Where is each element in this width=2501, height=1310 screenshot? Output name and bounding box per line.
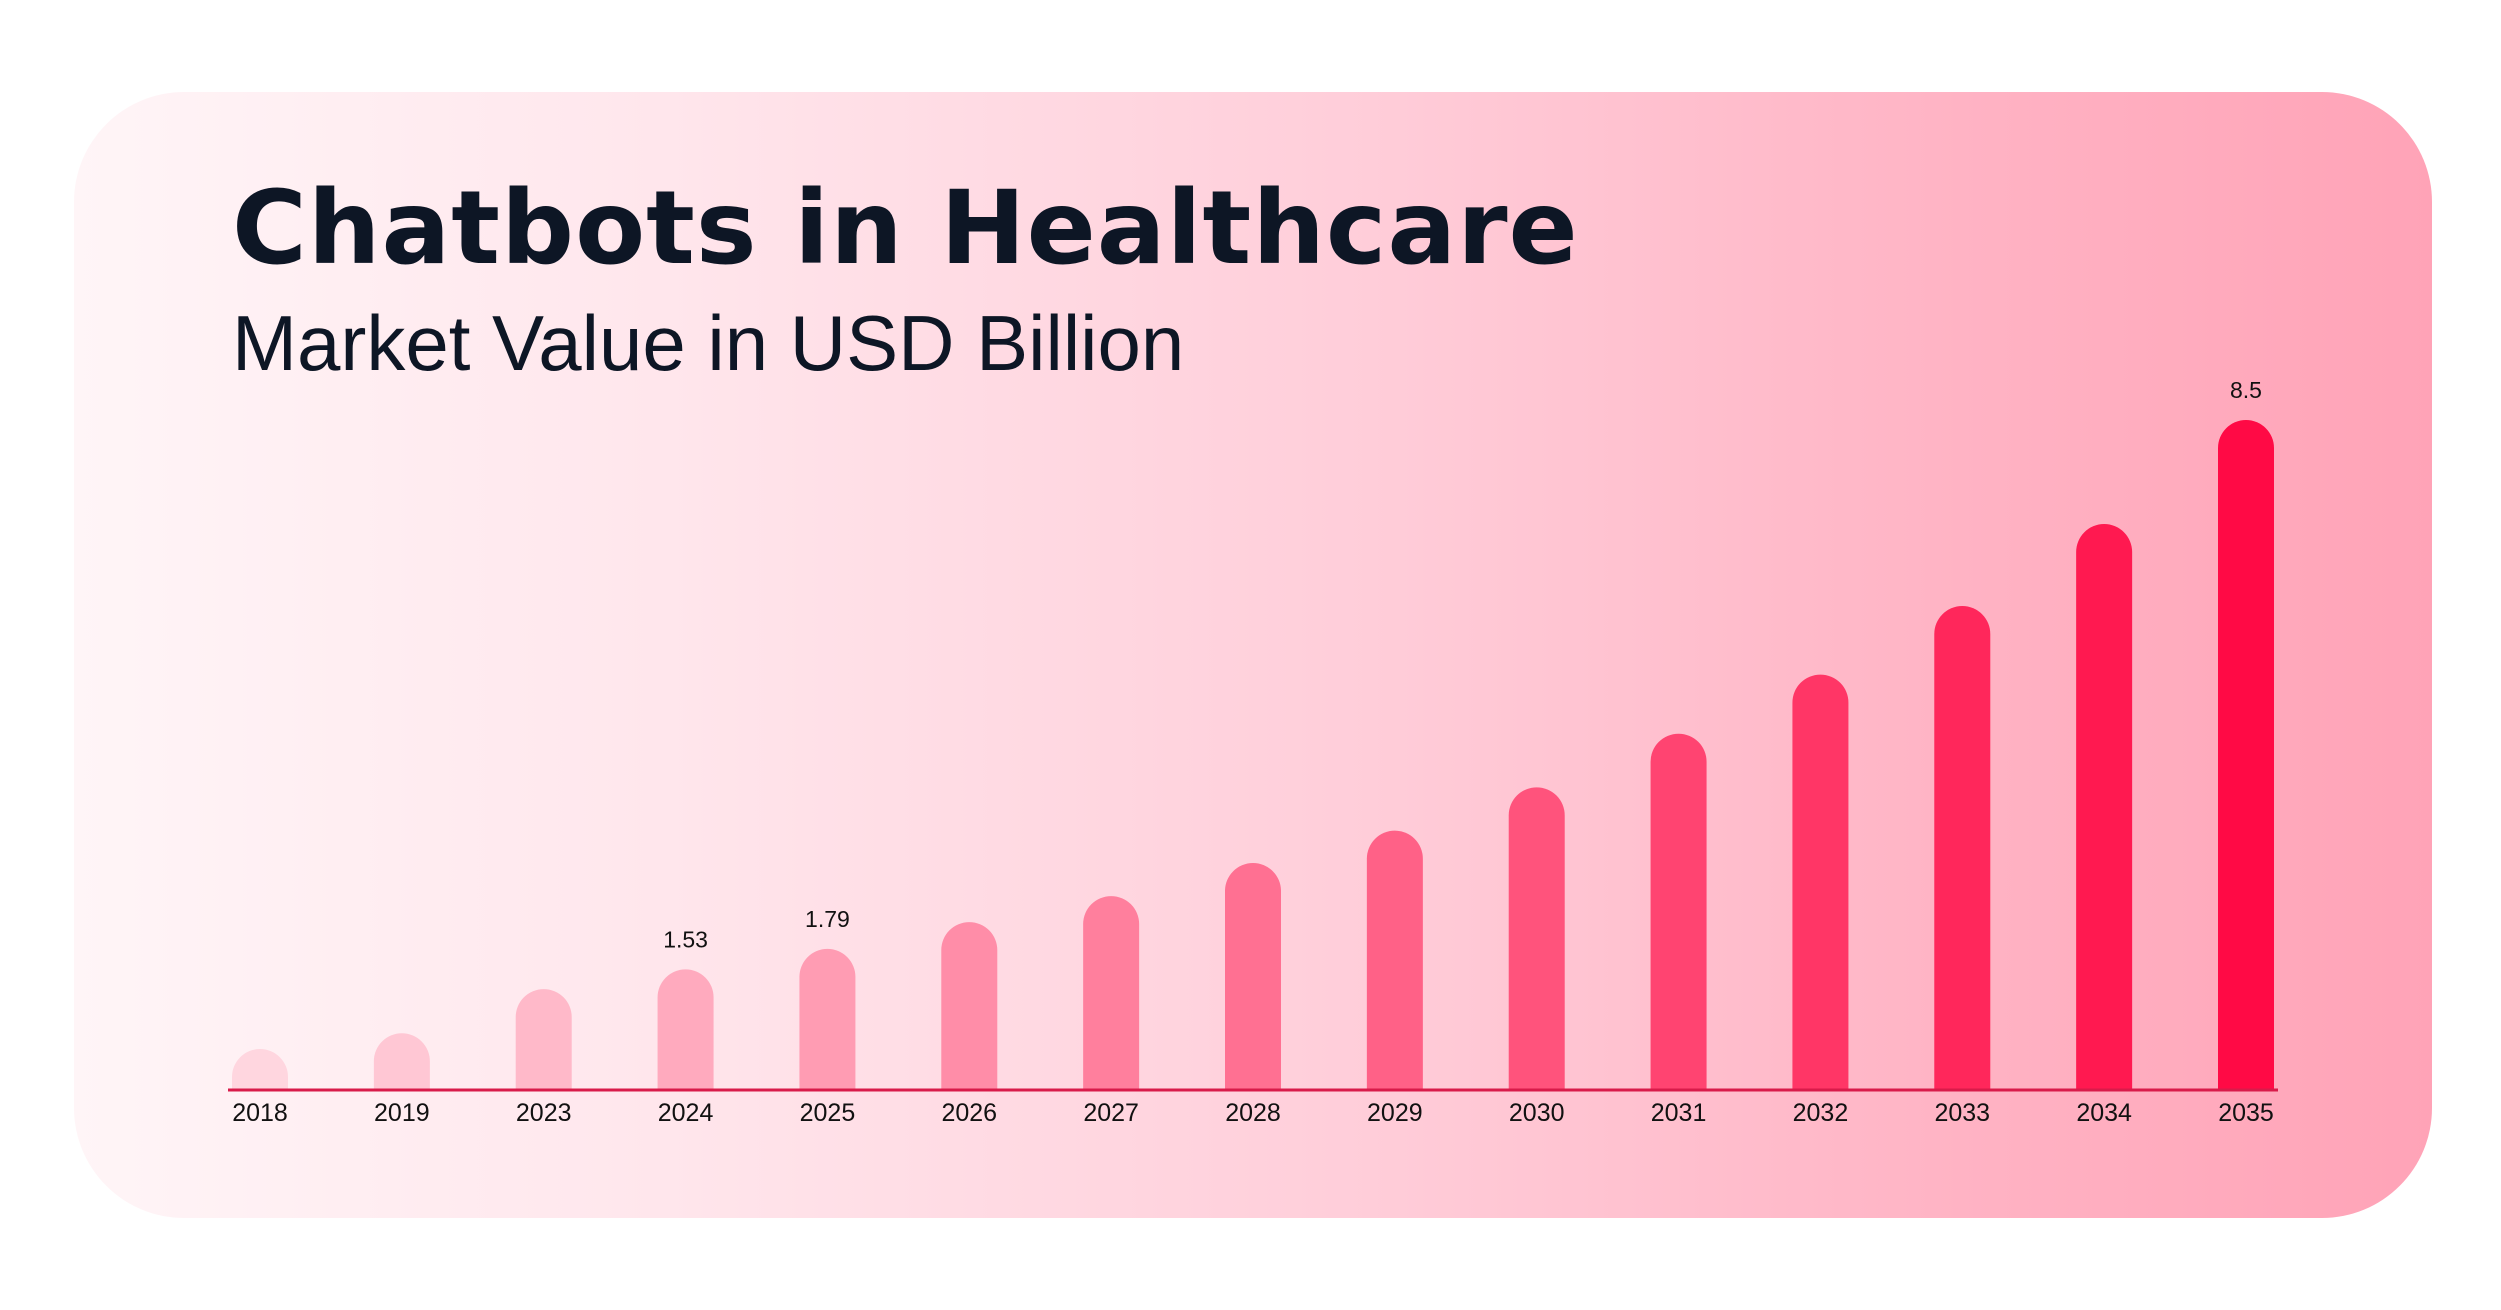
chart-title: Chatbots in Healthcare <box>232 169 1579 288</box>
bar-2027 <box>1083 896 1140 1090</box>
x-tick-label-2030: 2030 <box>1509 1099 1565 1127</box>
bar-2034 <box>2076 524 2133 1090</box>
x-tick-label-2031: 2031 <box>1651 1099 1707 1127</box>
x-tick-label-2032: 2032 <box>1793 1099 1849 1127</box>
bar-2035 <box>2218 420 2274 1090</box>
data-label-2035: 8.5 <box>2230 377 2262 403</box>
x-tick-label-2028: 2028 <box>1225 1099 1281 1127</box>
bar-2025 <box>799 948 856 1090</box>
x-tick-label-2024: 2024 <box>658 1099 714 1127</box>
bar-2028 <box>1225 862 1281 1090</box>
chart-subtitle: Market Value in USD Billion <box>232 299 1185 387</box>
data-label-2025: 1.79 <box>805 906 850 932</box>
x-tick-label-2027: 2027 <box>1083 1099 1139 1127</box>
x-tick-label-2035: 2035 <box>2218 1099 2274 1127</box>
bar-2024 <box>657 969 714 1090</box>
bar-2030 <box>1508 787 1565 1090</box>
bar-2033 <box>1934 606 1991 1090</box>
x-tick-label-2029: 2029 <box>1367 1099 1423 1127</box>
bar-2023 <box>515 989 572 1090</box>
x-tick-label-2018: 2018 <box>232 1099 288 1127</box>
bar-2032 <box>1792 674 1849 1090</box>
data-label-2024: 1.53 <box>663 926 708 952</box>
x-tick-label-2034: 2034 <box>2076 1099 2132 1127</box>
bar-series <box>232 420 2274 1090</box>
bar-2018 <box>232 1049 288 1090</box>
x-axis-ticks: 2018 2019 2023 2024 2025 2026 2027 2028 2029 2030… <box>232 1099 2274 1127</box>
bar-2029 <box>1366 830 1423 1090</box>
data-labels: 1.53 1.79 8.5 <box>663 377 2262 952</box>
x-tick-label-2033: 2033 <box>1934 1099 1990 1127</box>
x-tick-label-2026: 2026 <box>941 1099 997 1127</box>
x-tick-label-2023: 2023 <box>516 1099 572 1127</box>
bar-2026 <box>941 922 998 1090</box>
x-tick-label-2025: 2025 <box>800 1099 856 1127</box>
bar-2019 <box>373 1033 430 1090</box>
x-tick-label-2019: 2019 <box>374 1099 430 1127</box>
bar-2031 <box>1650 733 1707 1090</box>
